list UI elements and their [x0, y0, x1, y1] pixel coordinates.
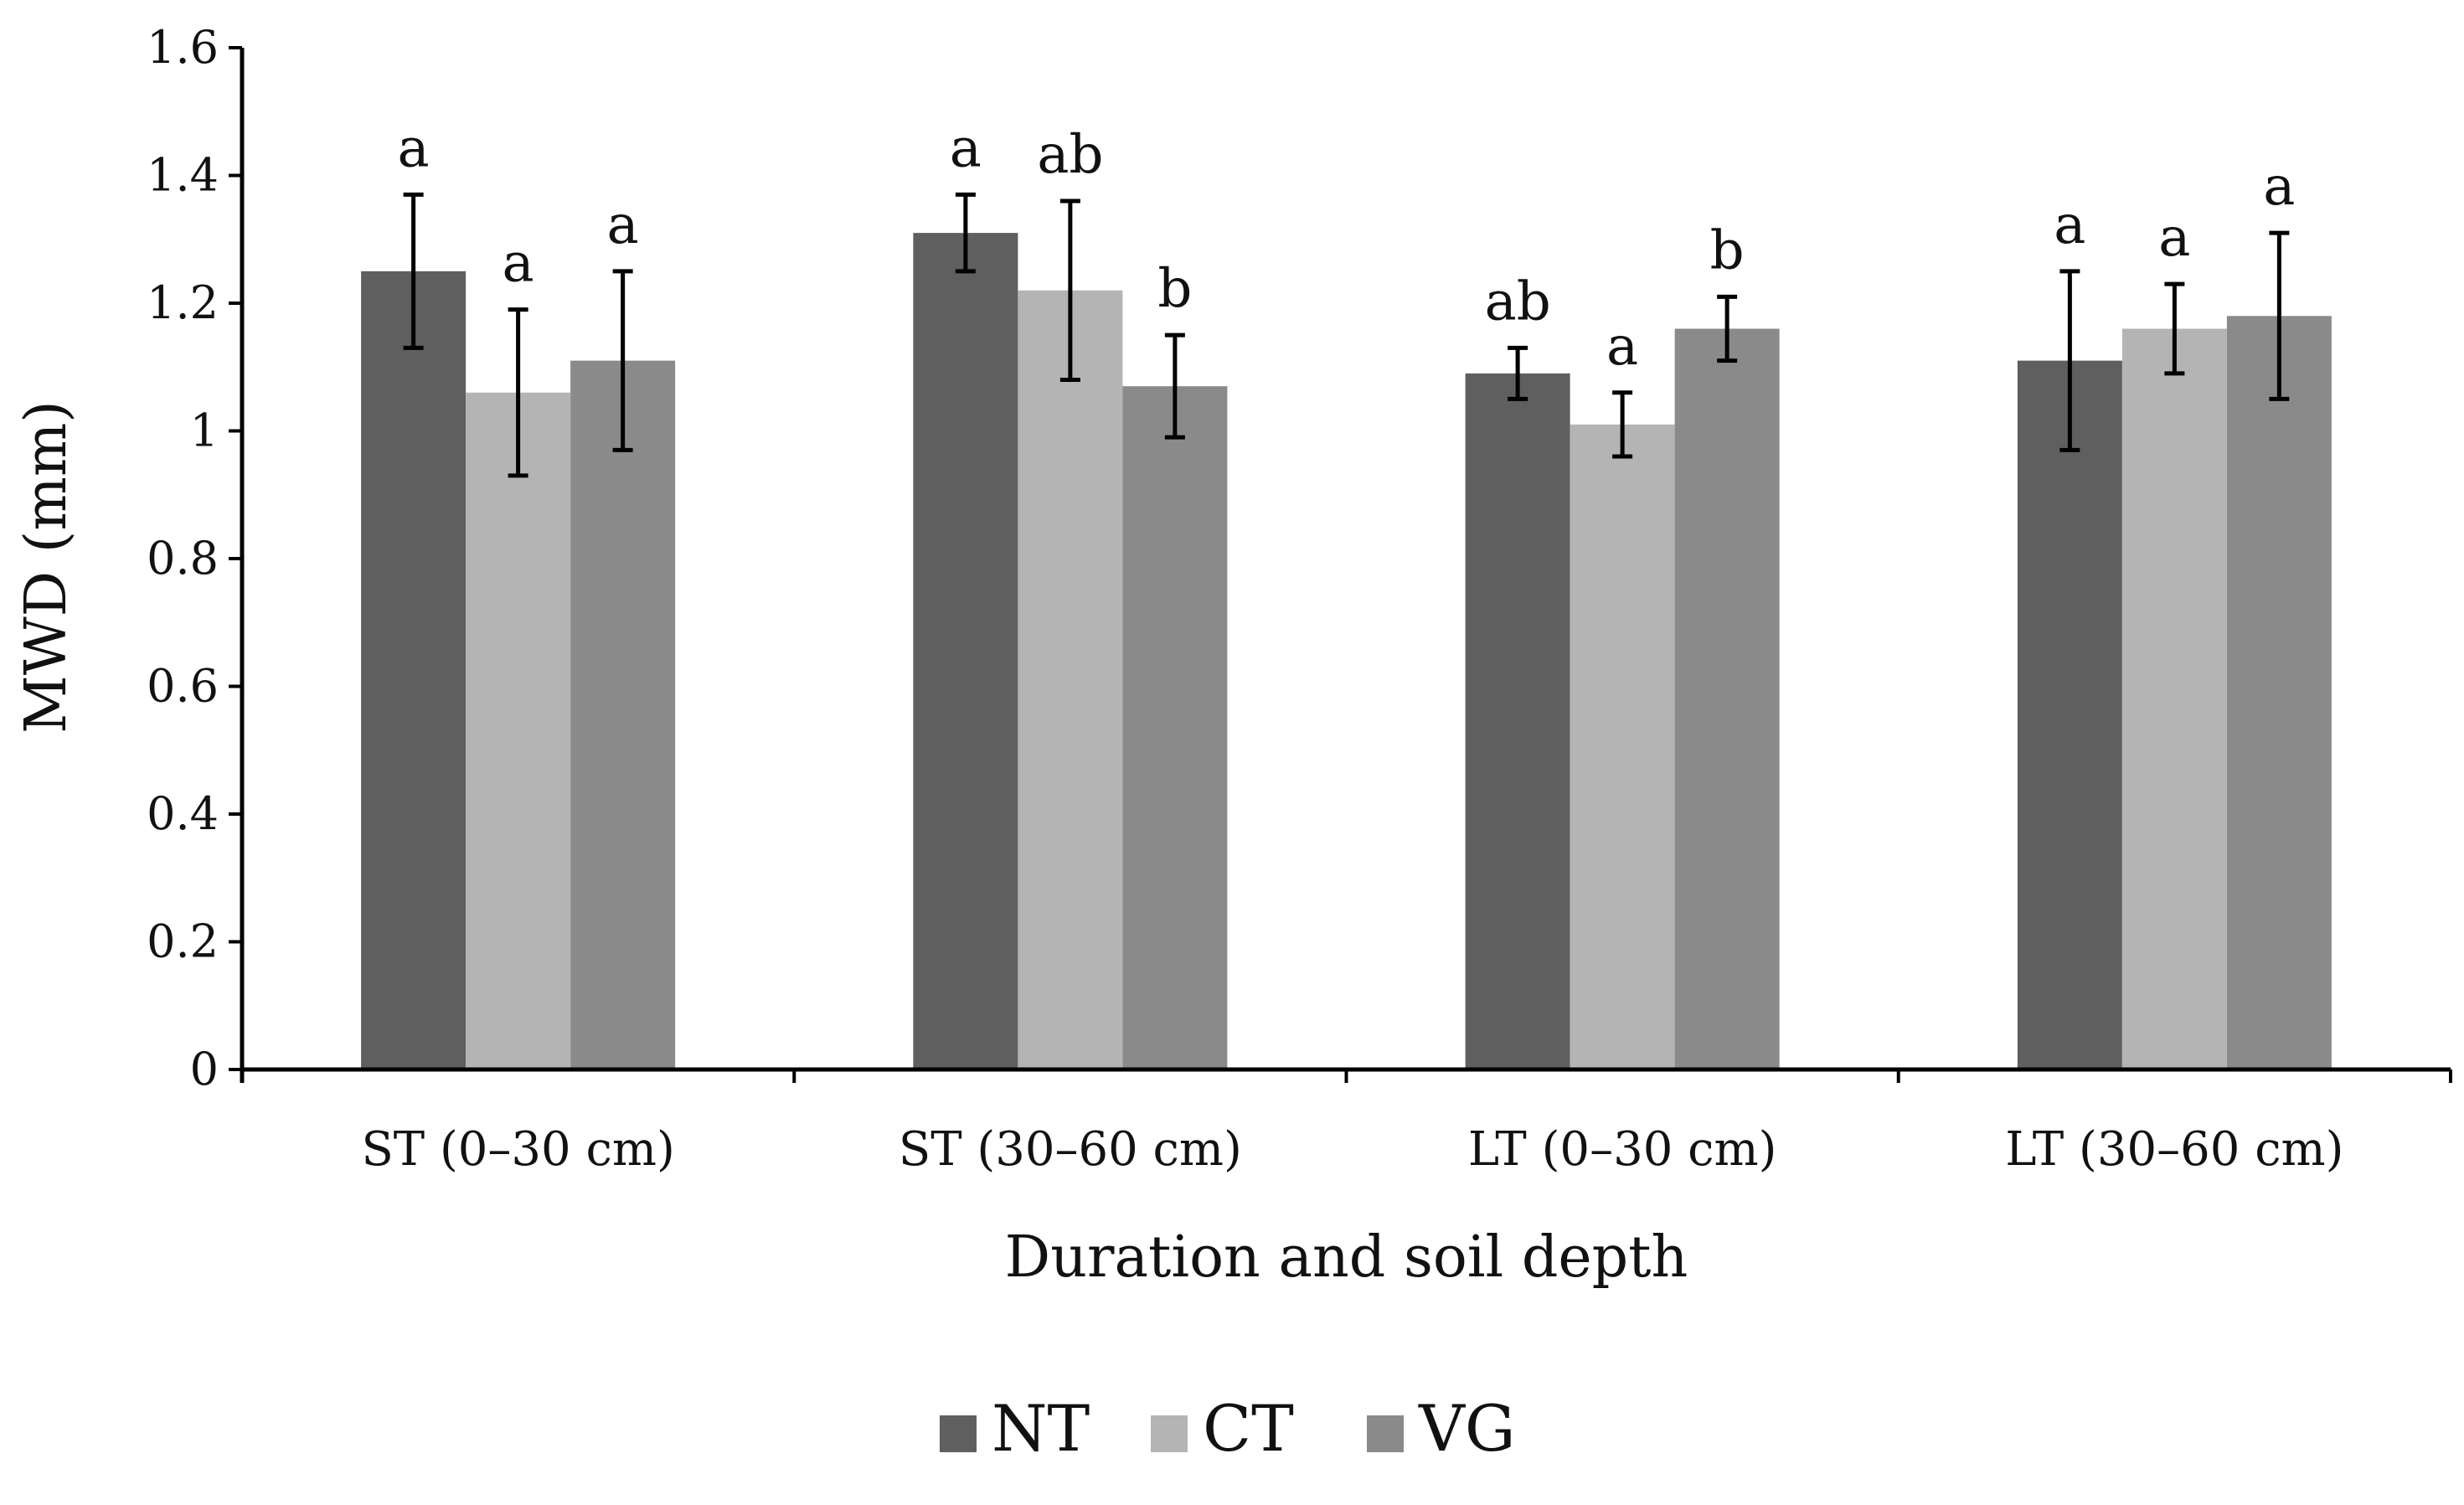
axes-layer: [229, 46, 2452, 1083]
significance-letter-ct-0: a: [503, 233, 534, 295]
legend-label-ct: CT: [1203, 1391, 1294, 1466]
legend: NT CT VG: [940, 1391, 1516, 1466]
bar-ct-1: [1018, 290, 1123, 1069]
significance-letter-nt-1: a: [950, 117, 982, 179]
bar-vg-3: [2226, 316, 2332, 1069]
significance-letter-vg-2: b: [1710, 219, 1745, 281]
significance-letter-ct-3: a: [2158, 207, 2190, 269]
bar-vg-1: [1122, 386, 1228, 1069]
bar-nt-3: [2017, 360, 2122, 1069]
significance-letter-ct-1: ab: [1037, 124, 1103, 186]
y-tick-label-0: 0: [190, 1043, 219, 1095]
legend-label-nt: NT: [992, 1391, 1090, 1466]
significance-letter-vg-0: a: [607, 194, 639, 256]
x-tick-label-2: LT (0–30 cm): [1468, 1122, 1777, 1177]
y-tick-label-1: 0.2: [147, 915, 219, 968]
y-tick-label-3: 0.6: [147, 660, 219, 713]
y-tick-label-5: 1: [190, 405, 219, 457]
legend-label-vg: VG: [1418, 1391, 1516, 1466]
bar-nt-0: [361, 271, 467, 1069]
significance-letter-vg-1: b: [1157, 258, 1192, 320]
bar-ct-0: [466, 392, 571, 1069]
legend-swatch-ct: [1151, 1415, 1188, 1452]
y-tick-label-7: 1.4: [147, 149, 219, 202]
bar-ct-2: [1570, 424, 1675, 1069]
bar-vg-2: [1674, 328, 1780, 1069]
legend-swatch-nt: [940, 1415, 977, 1452]
x-tick-label-0: ST (0–30 cm): [361, 1122, 674, 1177]
significance-letter-nt-3: a: [2054, 194, 2085, 256]
y-tick-label-8: 1.6: [147, 21, 219, 74]
y-tick-label-2: 0.4: [147, 787, 219, 840]
bar-nt-2: [1465, 373, 1570, 1069]
significance-letter-vg-3: a: [2263, 156, 2295, 218]
bar-ct-3: [2121, 328, 2227, 1069]
bars-layer: [361, 192, 2332, 1069]
y-axis-title: MWD (mm): [13, 400, 80, 734]
legend-swatch-vg: [1367, 1415, 1404, 1452]
y-tick-label-6: 1.2: [147, 276, 219, 329]
x-tick-label-1: ST (30–60 cm): [899, 1122, 1242, 1177]
y-tick-label-4: 0.8: [147, 532, 219, 585]
significance-letter-ct-2: a: [1606, 316, 1638, 378]
bar-nt-1: [913, 233, 1018, 1069]
x-axis-title: Duration and soil depth: [1005, 1224, 1688, 1291]
x-tick-label-3: LT (30–60 cm): [2005, 1122, 2343, 1177]
significance-letter-nt-2: ab: [1485, 271, 1551, 332]
significance-letter-nt-0: a: [398, 117, 430, 179]
bar-vg-0: [570, 360, 676, 1069]
